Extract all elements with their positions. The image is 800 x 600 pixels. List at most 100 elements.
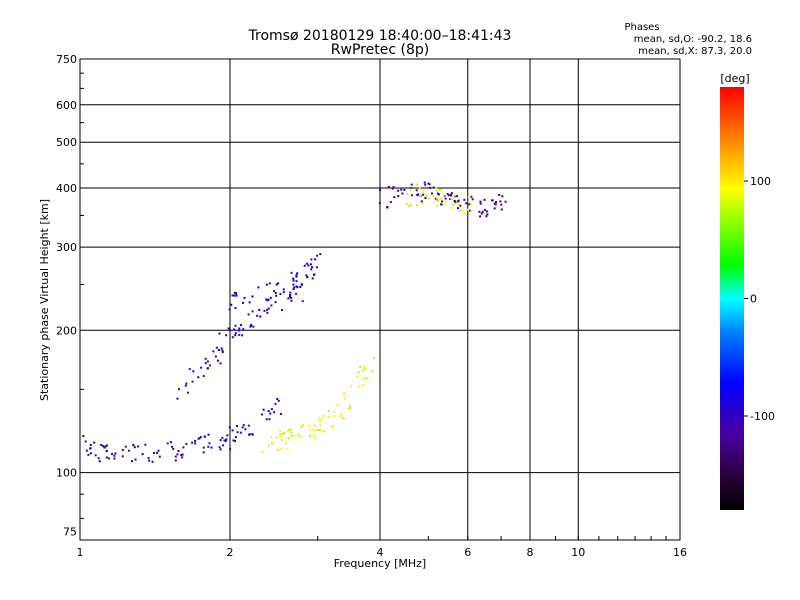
- data-point: [200, 366, 203, 369]
- data-point: [82, 435, 85, 438]
- data-point: [94, 454, 97, 457]
- data-point: [361, 369, 364, 372]
- x-tick-label: 1: [77, 546, 84, 559]
- data-point: [300, 426, 303, 429]
- phases-header: Phases: [624, 22, 659, 33]
- data-point: [252, 325, 255, 328]
- data-point: [230, 303, 233, 306]
- data-point: [282, 288, 285, 291]
- data-point: [450, 197, 453, 200]
- data-point: [432, 195, 435, 198]
- data-point: [276, 398, 279, 401]
- data-point: [356, 375, 359, 378]
- data-point: [274, 291, 277, 294]
- data-point: [501, 195, 504, 198]
- data-point: [121, 455, 124, 458]
- data-point: [500, 203, 503, 206]
- data-point: [452, 203, 455, 206]
- data-point: [415, 183, 418, 186]
- data-point: [124, 445, 127, 448]
- data-point: [233, 294, 236, 297]
- data-point: [130, 460, 133, 463]
- data-point: [218, 332, 221, 335]
- data-point: [100, 443, 103, 446]
- data-point: [440, 197, 443, 200]
- data-point: [192, 370, 195, 373]
- data-point: [238, 333, 241, 336]
- data-point: [424, 196, 427, 199]
- data-point: [308, 434, 311, 437]
- data-point: [491, 199, 494, 202]
- data-point: [234, 436, 237, 439]
- data-point: [266, 311, 269, 314]
- data-point: [410, 194, 413, 197]
- data-point: [239, 431, 242, 434]
- data-point: [114, 452, 117, 455]
- data-point: [463, 198, 466, 201]
- data-point: [156, 451, 159, 454]
- data-point: [339, 416, 342, 419]
- data-point: [202, 451, 205, 454]
- data-point: [379, 189, 382, 192]
- data-point: [234, 324, 237, 327]
- data-point: [438, 188, 441, 191]
- data-point: [77, 440, 79, 442]
- data-point: [93, 441, 96, 444]
- data-point: [287, 436, 290, 439]
- data-point: [105, 456, 108, 459]
- data-point: [280, 438, 283, 441]
- data-point: [437, 198, 440, 201]
- data-point: [446, 192, 449, 195]
- data-point: [409, 188, 412, 191]
- data-point: [469, 209, 472, 212]
- data-point: [234, 306, 237, 309]
- data-point: [409, 203, 412, 206]
- data-point: [444, 199, 447, 202]
- data-point: [423, 181, 426, 184]
- data-point: [424, 183, 427, 186]
- data-point: [467, 195, 470, 198]
- data-point: [274, 402, 277, 405]
- data-point: [184, 384, 187, 387]
- data-point: [287, 297, 290, 300]
- data-point: [241, 301, 244, 304]
- data-point: [429, 186, 432, 189]
- data-point: [127, 449, 130, 452]
- y-tick-label: 400: [56, 182, 77, 195]
- data-point: [104, 445, 107, 448]
- data-point: [279, 412, 282, 415]
- data-point: [89, 447, 92, 450]
- data-point: [393, 196, 396, 199]
- data-point: [471, 198, 474, 201]
- data-point: [219, 362, 222, 365]
- x-tick-label: 8: [527, 546, 534, 559]
- data-point: [432, 186, 435, 189]
- data-point: [424, 194, 427, 197]
- data-point: [265, 283, 268, 286]
- colorbar-ticks: 100 0 -100: [744, 175, 775, 423]
- data-point: [197, 376, 200, 379]
- data-point: [235, 294, 238, 297]
- data-point: [224, 440, 227, 443]
- data-point: [251, 310, 254, 313]
- data-point: [430, 192, 433, 195]
- data-point: [307, 264, 310, 267]
- data-point: [310, 268, 313, 271]
- data-point: [229, 448, 232, 451]
- data-point: [292, 277, 295, 280]
- data-point: [290, 299, 293, 302]
- data-point: [322, 414, 325, 417]
- data-point: [231, 294, 234, 297]
- phases-info: Phases mean, sd,O: -90.2, 18.6 mean, sd,…: [624, 22, 752, 57]
- data-point: [292, 279, 295, 282]
- data-point: [447, 194, 450, 197]
- data-point: [287, 430, 290, 433]
- data-point: [220, 347, 223, 350]
- data-point: [267, 410, 270, 413]
- data-point: [102, 445, 105, 448]
- data-point: [305, 274, 308, 277]
- data-point: [434, 197, 437, 200]
- data-point: [256, 314, 259, 317]
- data-point: [89, 443, 92, 446]
